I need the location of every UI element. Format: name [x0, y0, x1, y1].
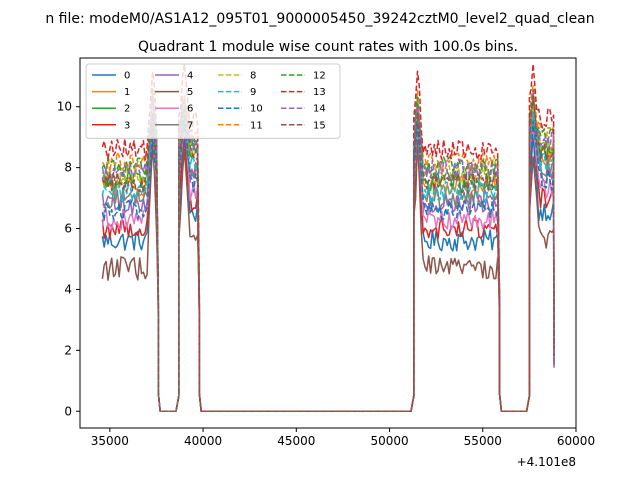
- y-tick-label: 8: [64, 161, 72, 175]
- legend-label-2: 2: [124, 104, 130, 115]
- legend-label-7: 7: [187, 120, 193, 131]
- series-line-13: [101, 63, 555, 413]
- y-tick-label: 6: [64, 222, 72, 236]
- legend-label-10: 10: [250, 104, 263, 115]
- plot-frame: [79, 57, 577, 429]
- x-axis: 35000 40000 45000 50000 55000 60000: [91, 428, 595, 448]
- x-tick-label: 50000: [370, 434, 408, 448]
- legend-label-13: 13: [313, 87, 326, 98]
- series-line-15: [101, 95, 555, 413]
- y-tick-label: 4: [64, 282, 72, 296]
- series-line-14: [101, 91, 555, 413]
- legend-label-12: 12: [313, 71, 326, 82]
- legend-label-1: 1: [124, 87, 130, 98]
- x-tick-label: 40000: [184, 434, 222, 448]
- legend-label-11: 11: [250, 120, 263, 131]
- legend-label-15: 15: [313, 120, 326, 131]
- legend-label-14: 14: [313, 104, 326, 115]
- x-tick-label: 35000: [91, 434, 129, 448]
- y-tick-label: 2: [64, 343, 72, 357]
- legend-label-6: 6: [187, 104, 193, 115]
- x-tick-label: 60000: [557, 434, 595, 448]
- y-axis: 0 2 4 6 8 10: [57, 100, 80, 418]
- figure-suptitle: n file: modeM0/AS1A12_095T01_9000005450_…: [45, 11, 594, 27]
- y-tick-label: 10: [57, 100, 72, 114]
- legend-label-3: 3: [124, 120, 130, 131]
- legend-label-9: 9: [250, 87, 256, 98]
- x-tick-label: 45000: [277, 434, 315, 448]
- x-offset-text: +4.101e8: [517, 455, 576, 469]
- legend-frame: [85, 63, 341, 139]
- legend-label-0: 0: [124, 71, 130, 82]
- series-layer: [101, 63, 555, 413]
- legend-label-5: 5: [187, 87, 193, 98]
- y-tick-label: 0: [64, 404, 72, 418]
- x-tick-label: 55000: [464, 434, 502, 448]
- chart-title: Quadrant 1 module wise count rates with …: [138, 39, 518, 55]
- legend-label-8: 8: [250, 71, 256, 82]
- legend-label-4: 4: [187, 71, 193, 82]
